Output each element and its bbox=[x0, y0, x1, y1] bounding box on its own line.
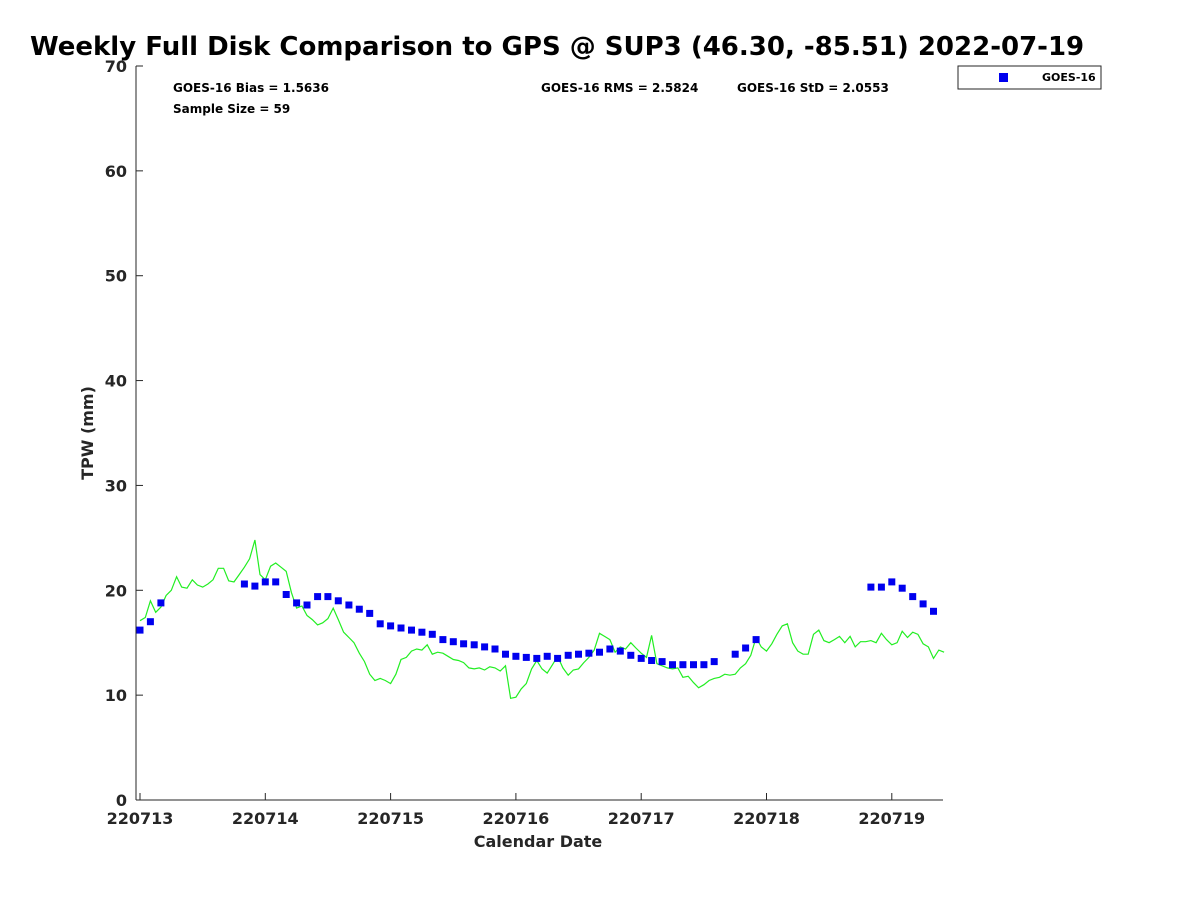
goes16-data-point bbox=[449, 638, 457, 646]
goes16-data-point bbox=[251, 582, 259, 590]
bias-annotation: GOES-16 Bias = 1.5636 bbox=[173, 81, 329, 95]
legend-marker-goes16 bbox=[999, 73, 1008, 82]
goes16-data-point bbox=[877, 583, 885, 591]
goes16-data-point bbox=[397, 624, 405, 632]
goes16-data-point bbox=[575, 650, 582, 658]
goes16-data-point bbox=[293, 599, 301, 607]
goes16-data-point bbox=[669, 661, 676, 669]
legend-box bbox=[957, 65, 1102, 90]
y-tick-label: 60 bbox=[105, 162, 127, 181]
goes16-data-point bbox=[303, 601, 311, 609]
goes16-data-point bbox=[272, 578, 280, 586]
goes16-data-point bbox=[909, 593, 917, 601]
goes16-data-point bbox=[690, 661, 697, 669]
goes16-data-point bbox=[648, 657, 656, 664]
goes16-data-point bbox=[324, 593, 332, 601]
y-tick-label: 40 bbox=[105, 372, 127, 391]
goes16-data-point bbox=[376, 620, 384, 628]
x-tick-label: 220713 bbox=[107, 809, 174, 828]
goes16-data-point bbox=[491, 645, 499, 653]
x-tick-label: 220715 bbox=[357, 809, 424, 828]
goes16-data-point bbox=[627, 651, 635, 659]
std-annotation: GOES-16 StD = 2.0553 bbox=[737, 81, 889, 95]
rms-annotation: GOES-16 RMS = 2.5824 bbox=[541, 81, 698, 95]
goes16-data-point bbox=[930, 607, 937, 615]
gps-line-series bbox=[139, 539, 945, 700]
goes16-data-point bbox=[512, 652, 520, 660]
goes16-data-point bbox=[752, 636, 760, 644]
chart-title: Weekly Full Disk Comparison to GPS @ SUP… bbox=[30, 32, 1084, 62]
goes16-data-point bbox=[888, 578, 896, 586]
goes16-data-point bbox=[366, 609, 374, 617]
goes16-data-point bbox=[387, 622, 395, 630]
goes16-data-point bbox=[502, 650, 509, 658]
x-axis-ticks: 220713 220714 220715 220716 220717 220718 2207… bbox=[107, 793, 925, 828]
y-tick-label: 50 bbox=[105, 267, 127, 286]
goes16-data-point bbox=[146, 618, 154, 626]
goes16-data-point bbox=[522, 653, 530, 661]
goes16-data-point bbox=[679, 661, 687, 669]
goes16-data-point bbox=[554, 654, 562, 662]
goes16-data-point bbox=[481, 643, 489, 651]
goes16-data-point bbox=[543, 652, 551, 660]
goes16-data-point bbox=[919, 600, 927, 608]
goes16-data-point bbox=[606, 645, 614, 653]
x-axis-label: Calendar Date bbox=[474, 832, 603, 851]
goes16-data-point bbox=[439, 636, 447, 644]
goes16-marker-series bbox=[136, 578, 937, 669]
gps-tpw-line bbox=[139, 539, 945, 700]
x-tick-label: 220716 bbox=[483, 809, 550, 828]
goes16-data-point bbox=[898, 584, 906, 592]
goes16-data-point bbox=[314, 593, 322, 601]
goes16-data-point bbox=[658, 658, 666, 666]
goes16-data-point bbox=[564, 651, 572, 659]
goes16-data-point bbox=[428, 630, 436, 638]
goes16-data-point bbox=[637, 654, 645, 662]
goes16-data-point bbox=[240, 580, 248, 588]
goes16-data-point bbox=[136, 626, 144, 634]
goes16-data-point bbox=[345, 601, 353, 609]
y-tick-label: 20 bbox=[105, 581, 127, 600]
y-tick-label: 0 bbox=[116, 791, 127, 810]
goes16-data-point bbox=[596, 648, 603, 656]
x-tick-label: 220714 bbox=[232, 809, 299, 828]
goes16-data-point bbox=[355, 605, 363, 613]
goes16-data-point bbox=[742, 644, 750, 652]
legend: GOES-16 bbox=[957, 65, 1102, 90]
x-tick-label: 220717 bbox=[608, 809, 675, 828]
goes16-data-point bbox=[261, 578, 269, 586]
y-tick-label: 70 bbox=[105, 57, 127, 76]
goes16-data-point bbox=[533, 654, 541, 662]
goes16-data-point bbox=[616, 647, 624, 655]
x-tick-label: 220718 bbox=[733, 809, 800, 828]
y-tick-label: 10 bbox=[105, 686, 127, 705]
goes16-data-point bbox=[408, 626, 415, 634]
y-axis-ticks: 0 10 20 30 40 50 60 70 bbox=[105, 57, 143, 810]
goes16-data-point bbox=[418, 628, 426, 636]
goes16-data-point bbox=[334, 597, 342, 605]
x-tick-label: 220719 bbox=[858, 809, 925, 828]
legend-label-goes16: GOES-16 bbox=[1042, 71, 1096, 84]
goes16-data-point bbox=[867, 583, 875, 591]
sample-size-annotation: Sample Size = 59 bbox=[173, 102, 290, 116]
goes16-data-point bbox=[585, 649, 593, 657]
goes16-data-point bbox=[470, 641, 478, 649]
goes16-data-point bbox=[700, 661, 708, 669]
y-tick-label: 30 bbox=[105, 476, 127, 495]
plot-area: 0 10 20 30 40 50 60 70 220713 220714 220715 220716… bbox=[105, 57, 945, 828]
goes16-data-point bbox=[157, 599, 165, 607]
goes16-data-point bbox=[731, 650, 739, 658]
stats-annotations: GOES-16 Bias = 1.5636 Sample Size = 59 G… bbox=[173, 81, 889, 116]
goes16-data-point bbox=[460, 640, 468, 648]
goes16-data-point bbox=[710, 658, 718, 666]
goes16-data-point bbox=[282, 591, 290, 598]
y-axis-label: TPW (mm) bbox=[78, 386, 97, 480]
